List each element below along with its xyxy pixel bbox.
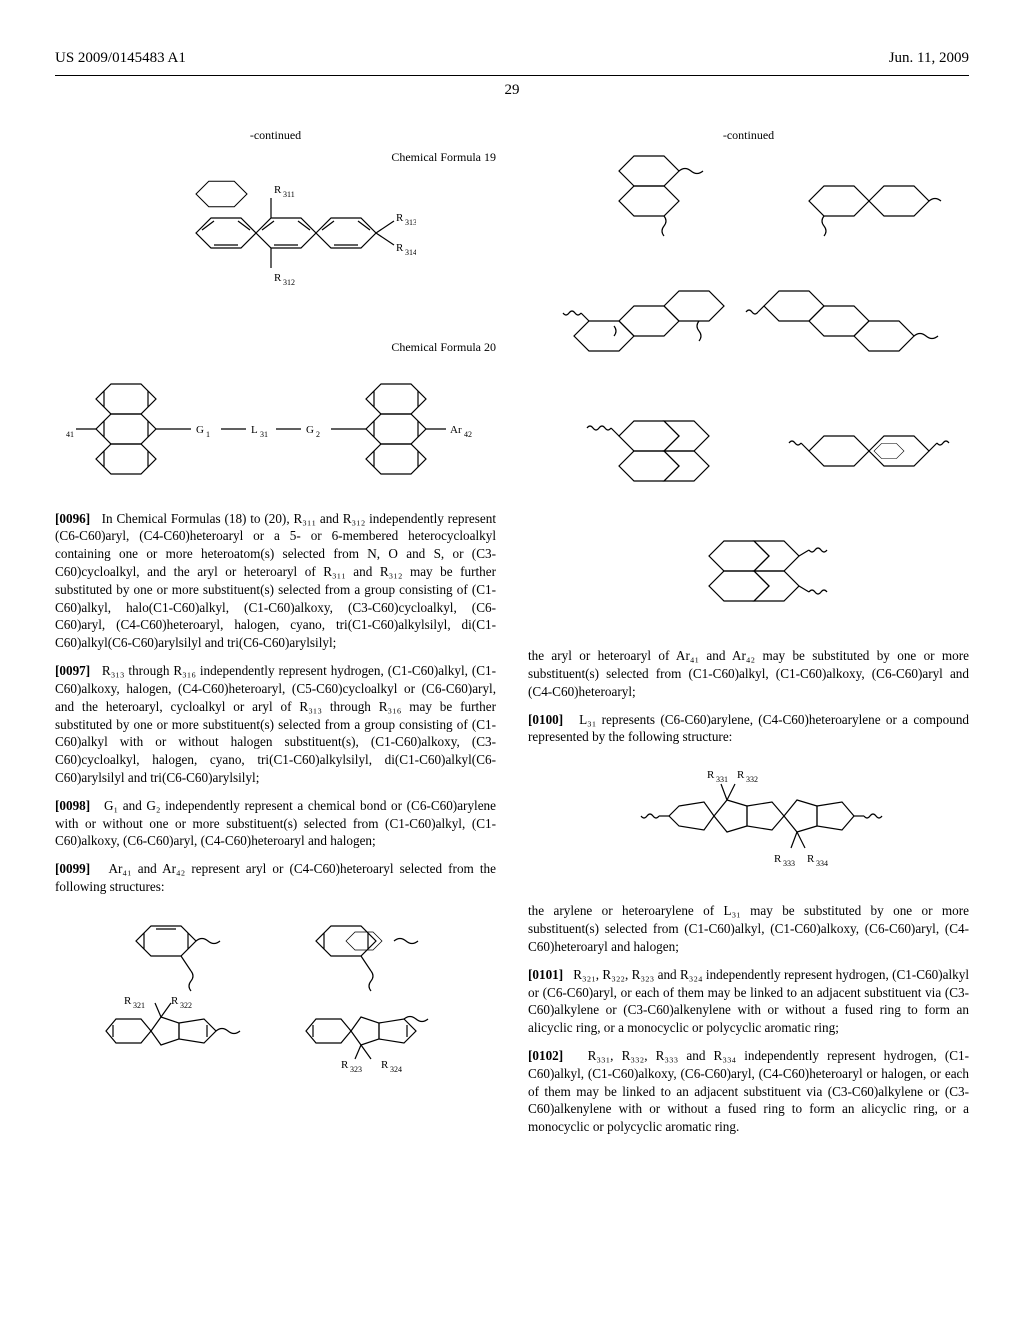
- svg-text:42: 42: [464, 430, 472, 439]
- svg-text:324: 324: [390, 1065, 402, 1074]
- para-text: G₁ and G₂ independently represent a chem…: [55, 798, 496, 849]
- r332-label: R: [737, 769, 745, 781]
- right-column: -continued: [528, 127, 969, 1146]
- para-num: [0100]: [528, 712, 563, 727]
- r312-label: R: [274, 272, 282, 284]
- para-num: [0101]: [528, 967, 563, 982]
- g1-label: G: [196, 424, 204, 436]
- r331-label: R: [707, 769, 715, 781]
- l31-label: L: [251, 424, 258, 436]
- r323-label: R: [341, 1059, 349, 1071]
- g2-label: G: [306, 424, 314, 436]
- svg-text:332: 332: [746, 775, 758, 784]
- svg-text:322: 322: [180, 1001, 192, 1010]
- continued-label: -continued: [55, 127, 496, 143]
- two-column-layout: -continued Chemical Formula 19: [55, 127, 969, 1146]
- para-text: R₃₃₁, R₃₃₂, R₃₃₃ and R₃₃₄ independently …: [528, 1048, 969, 1134]
- para-text: R₃₁₃ through R₃₁₆ independently represen…: [55, 663, 496, 785]
- para-text: Ar₄₁ and Ar₄₂ represent aryl or (C4-C60)…: [55, 861, 496, 894]
- r321-label: R: [124, 995, 132, 1007]
- para-after-structures: the aryl or heteroaryl of Ar₄₁ and Ar₄₂ …: [528, 647, 969, 700]
- continued-label-right: -continued: [528, 127, 969, 143]
- para-text: R₃₂₁, R₃₂₂, R₃₂₃ and R₃₂₄ independently …: [528, 967, 969, 1035]
- svg-text:321: 321: [133, 1001, 145, 1010]
- para-num: [0099]: [55, 861, 90, 876]
- svg-text:1: 1: [206, 430, 210, 439]
- publication-date: Jun. 11, 2009: [889, 50, 969, 67]
- para-num: [0098]: [55, 798, 90, 813]
- svg-text:331: 331: [716, 775, 728, 784]
- page-number: 29: [55, 82, 969, 99]
- para-0099: [0099] Ar₄₁ and Ar₄₂ represent aryl or (…: [55, 860, 496, 896]
- para-num: [0097]: [55, 663, 90, 678]
- para-after-l31: the arylene or heteroarylene of L₃₁ may …: [528, 902, 969, 955]
- svg-text:41: 41: [66, 430, 74, 439]
- formula-20-label: Chemical Formula 20: [55, 339, 496, 355]
- left-bottom-structures: R321 R322 R323 R324: [55, 906, 496, 1076]
- para-num: [0102]: [528, 1048, 563, 1063]
- r311-label: R: [274, 184, 282, 196]
- right-top-structures: [528, 151, 969, 631]
- formula-19-label: Chemical Formula 19: [55, 149, 496, 165]
- para-text: L₃₁ represents (C6-C60)arylene, (C4-C60)…: [528, 712, 969, 745]
- svg-text:334: 334: [816, 859, 828, 868]
- para-0098: [0098] G₁ and G₂ independently represent…: [55, 797, 496, 850]
- svg-text:2: 2: [316, 430, 320, 439]
- r322-label: R: [171, 995, 179, 1007]
- formula-20-diagram: Ar41 G1 L31 G2 Ar42: [55, 364, 496, 494]
- svg-text:333: 333: [783, 859, 795, 868]
- r313-label: R: [396, 212, 404, 224]
- r314-label: R: [396, 242, 404, 254]
- svg-text:311: 311: [283, 190, 295, 199]
- para-text: In Chemical Formulas (18) to (20), R₃₁₁ …: [55, 511, 496, 651]
- r333-label: R: [774, 853, 782, 865]
- publication-number: US 2009/0145483 A1: [55, 50, 186, 67]
- page-header: US 2009/0145483 A1 Jun. 11, 2009: [55, 50, 969, 67]
- l31-structure: R331 R332 R333 R334: [528, 756, 969, 886]
- svg-text:323: 323: [350, 1065, 362, 1074]
- para-0097: [0097] R₃₁₃ through R₃₁₆ independently r…: [55, 662, 496, 787]
- para-0101: [0101] R₃₂₁, R₃₂₂, R₃₂₃ and R₃₂₄ indepen…: [528, 966, 969, 1037]
- para-num: [0096]: [55, 511, 90, 526]
- left-column: -continued Chemical Formula 19: [55, 127, 496, 1146]
- svg-text:314: 314: [405, 248, 416, 257]
- svg-text:312: 312: [283, 278, 295, 287]
- header-rule: [55, 75, 969, 76]
- para-0096: [0096] In Chemical Formulas (18) to (20)…: [55, 510, 496, 653]
- svg-text:31: 31: [260, 430, 268, 439]
- svg-text:313: 313: [405, 218, 416, 227]
- ar42-label: Ar: [450, 424, 462, 436]
- formula-19-diagram: R311 R312 R313 R314: [55, 173, 496, 323]
- para-0102: [0102] R₃₃₁, R₃₃₂, R₃₃₃ and R₃₃₄ indepen…: [528, 1047, 969, 1136]
- r324-label: R: [381, 1059, 389, 1071]
- para-0100: [0100] L₃₁ represents (C6-C60)arylene, (…: [528, 711, 969, 747]
- r334-label: R: [807, 853, 815, 865]
